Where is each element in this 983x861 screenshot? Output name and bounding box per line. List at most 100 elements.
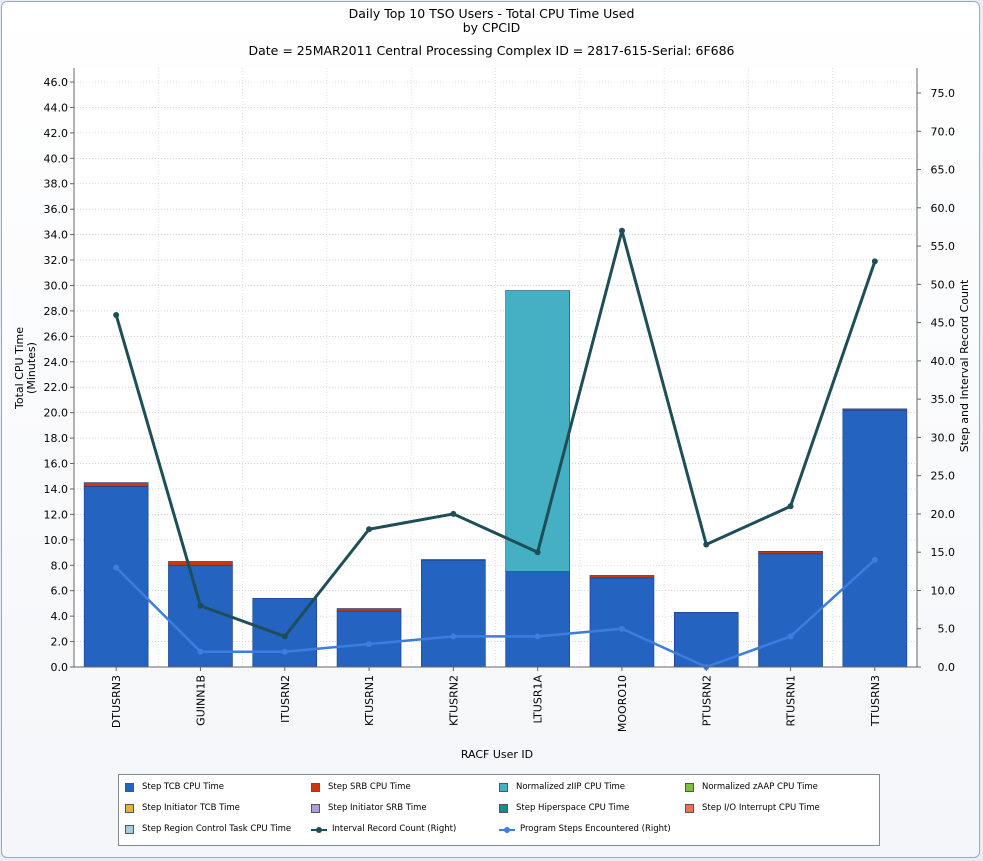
y-axis-left-ticks: 0.0 2.0 4.0 6.0 8.0 10.0 12.0 14.0 16.0 18.0 20.0 2… — [44, 76, 74, 674]
line-point — [871, 556, 878, 563]
legend-item: Step Hiperspace CPU Time — [499, 803, 629, 813]
legend-item: Step I/O Interrupt CPU Time — [685, 803, 820, 813]
legend-swatch — [685, 803, 694, 813]
y-tick-label: 22.0 — [44, 381, 69, 394]
y-right-tick-label: 35.0 — [931, 393, 956, 406]
y-right-tick-label: 75.0 — [931, 87, 956, 100]
line-point — [787, 633, 794, 640]
y-right-tick-label: 25.0 — [931, 470, 956, 483]
legend-label: Step Initiator TCB Time — [142, 803, 240, 813]
y-tick-label: 6.0 — [51, 585, 69, 598]
x-tick-label: KTUSRN1 — [363, 675, 376, 726]
line-point — [113, 564, 120, 571]
legend-label: Interval Record Count (Right) — [332, 824, 457, 834]
y-tick-label: 4.0 — [51, 610, 69, 623]
legend-swatch — [499, 782, 508, 792]
y-right-tick-label: 55.0 — [931, 240, 956, 253]
line-point — [450, 510, 457, 517]
bar-series — [83, 290, 908, 668]
legend-item: Step Initiator TCB Time — [125, 803, 240, 813]
legend-swatch — [499, 803, 508, 813]
legend-swatch — [311, 782, 320, 792]
y-tick-label: 24.0 — [44, 356, 69, 369]
line-point — [534, 633, 541, 640]
legend-line-swatch — [311, 825, 327, 834]
series-line — [115, 558, 876, 669]
y-tick-label: 32.0 — [44, 254, 69, 267]
line-point — [281, 633, 288, 640]
bar-segment — [589, 577, 655, 668]
y-right-tick-label: 5.0 — [938, 623, 956, 636]
legend-item: Interval Record Count (Right) — [311, 824, 456, 834]
line-point — [787, 503, 794, 510]
bar-segment — [336, 610, 402, 668]
legend-swatch — [311, 803, 320, 813]
legend-label: Program Steps Encountered (Right) — [520, 824, 671, 834]
chart-subtitle: by CPCID — [462, 20, 521, 35]
line-point — [618, 227, 625, 234]
line-point — [703, 541, 710, 548]
legend-item: Program Steps Encountered (Right) — [499, 824, 671, 834]
line-point — [281, 648, 288, 655]
line-point — [197, 602, 204, 609]
legend-item: Normalized zIIP CPU Time — [499, 782, 625, 792]
y-tick-label: 44.0 — [44, 101, 69, 114]
legend-item: Step TCB CPU Time — [125, 782, 224, 792]
series-line — [114, 229, 877, 638]
y-tick-label: 10.0 — [44, 534, 69, 547]
line-point — [197, 648, 204, 655]
line-point — [618, 625, 625, 632]
line-point — [450, 633, 457, 640]
bar-segment — [83, 486, 149, 668]
bar-segment — [758, 550, 823, 555]
x-tick-label: KTUSRN2 — [447, 675, 460, 726]
x-tick-label: DTUSRN3 — [110, 675, 123, 728]
y-right-tick-label: 50.0 — [931, 278, 956, 291]
y-tick-label: 28.0 — [44, 305, 69, 318]
y-axis-label: Total CPU Time — [13, 327, 26, 410]
legend-item: Step Region Control Task CPU Time — [125, 824, 291, 834]
legend-label: Normalized zAAP CPU Time — [702, 782, 818, 792]
chart-date-cpc: Date = 25MAR2011 Central Processing Comp… — [248, 43, 735, 58]
y-tick-label: 20.0 — [44, 407, 69, 420]
x-tick-label: ITUSRN2 — [279, 675, 292, 723]
y-tick-label: 42.0 — [44, 127, 69, 140]
y-right-tick-label: 15.0 — [931, 546, 956, 559]
y-right-tick-label: 65.0 — [931, 164, 956, 177]
x-tick-label: RTUSRN1 — [785, 675, 798, 726]
bar-segment — [336, 608, 402, 612]
y-tick-label: 36.0 — [44, 203, 69, 216]
y-tick-label: 46.0 — [44, 76, 69, 89]
legend-label: Step TCB CPU Time — [142, 782, 225, 792]
y-tick-label: 40.0 — [44, 152, 69, 165]
y-right-tick-label: 40.0 — [931, 355, 956, 368]
y-right-tick-label: 0.0 — [938, 661, 956, 674]
legend-label: Step Initiator SRB Time — [328, 803, 427, 813]
y-tick-label: 2.0 — [51, 636, 69, 649]
bar-segment — [505, 571, 570, 668]
y-tick-label: 30.0 — [44, 279, 69, 292]
y-right-tick-label: 70.0 — [931, 125, 956, 138]
line-point — [871, 258, 878, 265]
line-point — [534, 549, 541, 556]
x-axis-label: RACF User ID — [461, 748, 533, 761]
y-tick-label: 14.0 — [44, 483, 69, 496]
y-right-tick-label: 60.0 — [931, 202, 956, 215]
y-axis-label-unit: (Minutes) — [25, 342, 38, 394]
line-point — [366, 641, 373, 648]
line-point — [113, 311, 120, 318]
legend-line-swatch — [499, 825, 515, 834]
legend-swatch — [125, 782, 134, 792]
bar-segment — [83, 482, 149, 487]
y-right-tick-label: 45.0 — [931, 317, 956, 330]
legend-label: Step Region Control Task CPU Time — [142, 824, 292, 834]
legend-item: Step SRB CPU Time — [311, 782, 411, 792]
line-series — [113, 227, 878, 670]
y-tick-label: 26.0 — [44, 330, 69, 343]
x-axis-ticks: DTUSRN3 GUINN1B ITUSRN2 KTUSRN1 KTUSRN2 LTUSR… — [110, 667, 882, 732]
bar-segment — [758, 553, 823, 668]
y-right-tick-label: 20.0 — [931, 508, 956, 521]
y-axis-right-ticks: 0.0 5.0 10.0 15.0 20.0 25.0 30.0 35.0 40.0 45.0 50… — [917, 87, 955, 674]
x-tick-label: PTUSRN2 — [700, 675, 713, 726]
